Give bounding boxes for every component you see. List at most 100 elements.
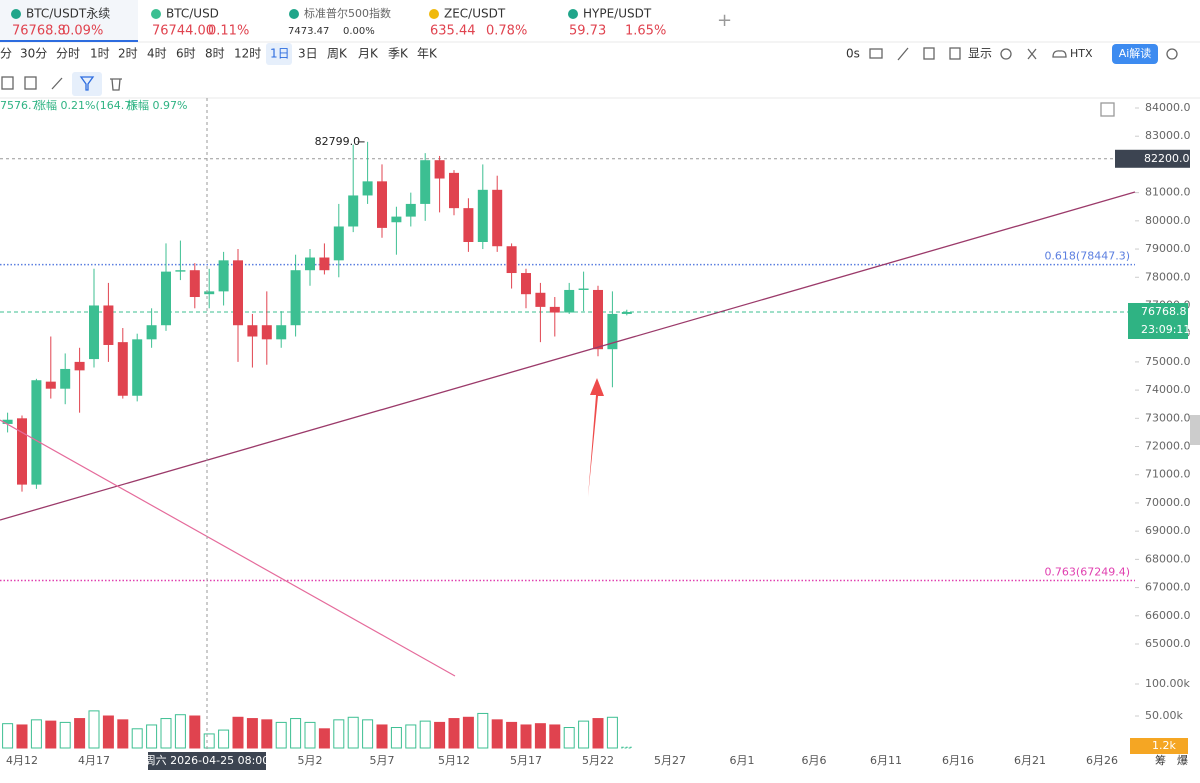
tab-price: 76744.00: [152, 24, 214, 39]
timeframe[interactable]: 1时: [90, 47, 110, 61]
settings-icon[interactable]: [1000, 48, 1012, 60]
tool-icon[interactable]: [51, 77, 63, 90]
volume-bar: [621, 746, 633, 749]
expand-icon[interactable]: [1100, 102, 1115, 117]
timeframe[interactable]: 分时: [56, 47, 80, 61]
timeframe[interactable]: 2时: [118, 47, 138, 61]
volume-bar: [174, 714, 186, 749]
timeframe[interactable]: 3日: [298, 47, 318, 61]
tab-price: 76768.8: [12, 24, 66, 39]
volume-bar: [117, 719, 129, 749]
tool-icon[interactable]: [79, 76, 95, 91]
filter-button[interactable]: [72, 72, 102, 96]
candle-body: [146, 325, 157, 340]
footer-item[interactable]: 筹: [1155, 753, 1166, 767]
candle-body: [564, 289, 575, 313]
candle-body: [2, 419, 13, 424]
info-amplitude: 振幅 0.97%: [127, 98, 187, 112]
y-tick-label: 75000.0: [1145, 355, 1191, 368]
volume-bar: [59, 721, 71, 749]
y-tick-label: 67000.0: [1145, 581, 1191, 594]
volume-bar: [146, 724, 158, 749]
side-handle[interactable]: [1190, 415, 1200, 445]
tab-change: 0.78%: [486, 24, 527, 39]
volume-label: 1.2k: [1152, 739, 1176, 752]
timeframe[interactable]: 4时: [147, 47, 167, 61]
candle-body: [434, 160, 445, 179]
candle-body: [593, 289, 603, 350]
tool-icon[interactable]: [24, 76, 37, 90]
candle-body: [377, 181, 387, 228]
tab-name[interactable]: BTC/USD: [166, 7, 219, 21]
info-price: 7576.7: [0, 99, 39, 112]
y-tick-label: 71000.0: [1145, 468, 1191, 481]
volume-bar: [506, 721, 518, 749]
candle-body: [89, 305, 99, 360]
crosshair-badge: [1115, 149, 1190, 168]
candle-body: [405, 203, 416, 217]
volume-bar: [275, 721, 287, 749]
candle-body: [621, 311, 632, 314]
tab-change: 1.65%: [625, 24, 666, 39]
volume-bar: [419, 720, 431, 749]
candle-body: [477, 189, 488, 242]
candle-body: [492, 189, 503, 247]
pen-icon[interactable]: [897, 47, 909, 61]
selected-timeframe[interactable]: [266, 43, 292, 65]
display-menu[interactable]: 显示: [968, 47, 992, 61]
active-tab[interactable]: [0, 0, 138, 42]
share-icon[interactable]: [1166, 48, 1178, 60]
candle-body: [535, 292, 546, 307]
candle-body: [391, 216, 402, 223]
volume-bar: [30, 719, 42, 749]
tab-name[interactable]: ZEC/USDT: [444, 7, 506, 21]
camera-icon[interactable]: [869, 48, 883, 59]
y-tick-label: 79000.0: [1145, 242, 1191, 255]
volume-bar: [578, 720, 590, 749]
x-tick-label: 5月22: [582, 754, 614, 767]
candle-body: [276, 325, 287, 340]
arrow-annotation: [588, 378, 604, 497]
volume-bar: [462, 716, 474, 749]
y-tick-label: 83000.0: [1145, 129, 1191, 142]
timeframe[interactable]: 1日: [270, 47, 290, 61]
timeframe[interactable]: 月K: [358, 47, 379, 61]
timeframe[interactable]: 周K: [327, 47, 348, 61]
trend-line: [0, 419, 456, 677]
timeframe[interactable]: 30分: [20, 47, 47, 61]
fullscreen-icon[interactable]: [1027, 48, 1037, 60]
volume-bar: [390, 727, 402, 749]
volume-bar: [405, 724, 417, 749]
icon[interactable]: [923, 47, 935, 60]
timeframe[interactable]: 季K: [388, 47, 409, 61]
candle-body: [31, 380, 42, 485]
crosshair-price: 82200.0: [1144, 152, 1190, 165]
candle-body: [132, 339, 143, 396]
x-tick-label: 5月12: [438, 754, 470, 767]
volume-bar: [102, 715, 114, 749]
y-tick-label: 80000.0: [1145, 214, 1191, 227]
timeframe[interactable]: 年K: [417, 47, 438, 61]
exchange[interactable]: HTX: [1070, 47, 1093, 60]
x-tick-label: 5月17: [510, 754, 542, 767]
add-tab[interactable]: +: [717, 10, 732, 31]
tab-name[interactable]: BTC/USDT永续: [26, 7, 110, 21]
y-tick-label: 65000.0: [1145, 637, 1191, 650]
timeframe[interactable]: 6时: [176, 47, 196, 61]
icon[interactable]: [949, 47, 961, 60]
timeframe[interactable]: 分: [0, 47, 12, 61]
timeframe[interactable]: 8时: [205, 47, 225, 61]
tab-name[interactable]: HYPE/USDT: [583, 7, 652, 21]
countdown: 23:09:11: [1141, 323, 1190, 336]
tool-icon[interactable]: [110, 78, 122, 91]
timeframe[interactable]: 12时: [234, 47, 261, 61]
tool-icon[interactable]: [1, 76, 14, 90]
draw-tools: [1, 47, 1178, 117]
volume-bar: [491, 719, 503, 749]
volume-bar: [74, 718, 86, 749]
ai-label[interactable]: Ai解读: [1119, 46, 1152, 60]
footer-item[interactable]: 爆: [1177, 753, 1188, 767]
crosshair-date-badge: [148, 752, 266, 770]
tab-name[interactable]: 标准普尔500指数: [304, 6, 391, 20]
ai-button[interactable]: [1112, 44, 1158, 64]
